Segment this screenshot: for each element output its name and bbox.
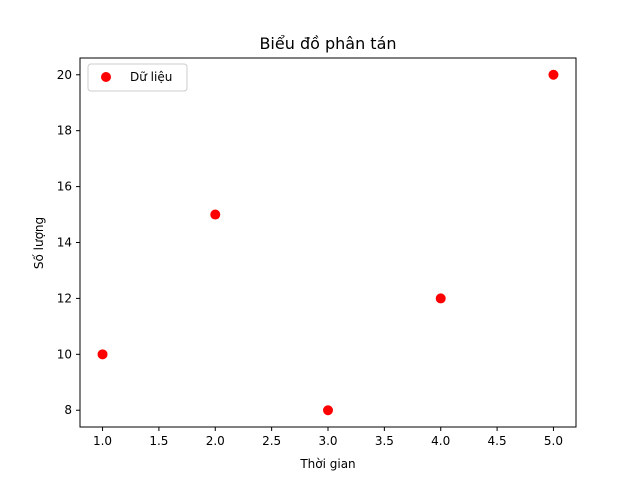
data-point xyxy=(548,69,559,80)
plot-area xyxy=(80,58,576,427)
x-tick-label: 1.5 xyxy=(149,434,168,448)
x-axis-label: Thời gian xyxy=(299,457,355,471)
x-axis-ticks: 1.0 1.5 2.0 2.5 3.0 3.5 4.0 4.5 5.0 xyxy=(93,427,563,448)
y-tick-label: 18 xyxy=(57,124,72,138)
legend-marker xyxy=(101,72,111,82)
chart-title: Biểu đồ phân tán xyxy=(259,34,396,53)
x-tick-label: 2.0 xyxy=(206,434,225,448)
y-tick-label: 16 xyxy=(57,180,72,194)
x-tick-label: 4.0 xyxy=(431,434,450,448)
legend: Dữ liệu xyxy=(87,63,188,92)
y-tick-label: 14 xyxy=(57,236,72,250)
y-tick-label: 20 xyxy=(57,68,72,82)
y-axis-label: Số lượng xyxy=(32,217,46,269)
x-tick-label: 1.0 xyxy=(93,434,112,448)
y-axis-ticks: 8 10 12 14 16 18 20 xyxy=(57,68,80,417)
x-tick-label: 3.5 xyxy=(375,434,394,448)
plot-frame xyxy=(79,57,577,428)
data-points xyxy=(97,69,559,416)
data-point xyxy=(323,405,333,416)
data-point xyxy=(210,209,221,220)
y-tick-label: 10 xyxy=(57,347,72,361)
legend-box xyxy=(87,63,188,92)
legend-label: Dữ liệu xyxy=(130,70,172,84)
x-tick-label: 3.0 xyxy=(318,434,337,448)
data-point xyxy=(435,293,446,304)
y-tick-label: 12 xyxy=(57,291,72,305)
y-tick-label: 8 xyxy=(64,403,72,417)
x-tick-label: 4.5 xyxy=(488,434,507,448)
x-tick-label: 2.5 xyxy=(262,434,281,448)
x-tick-label: 5.0 xyxy=(544,434,563,448)
data-point xyxy=(97,349,108,360)
